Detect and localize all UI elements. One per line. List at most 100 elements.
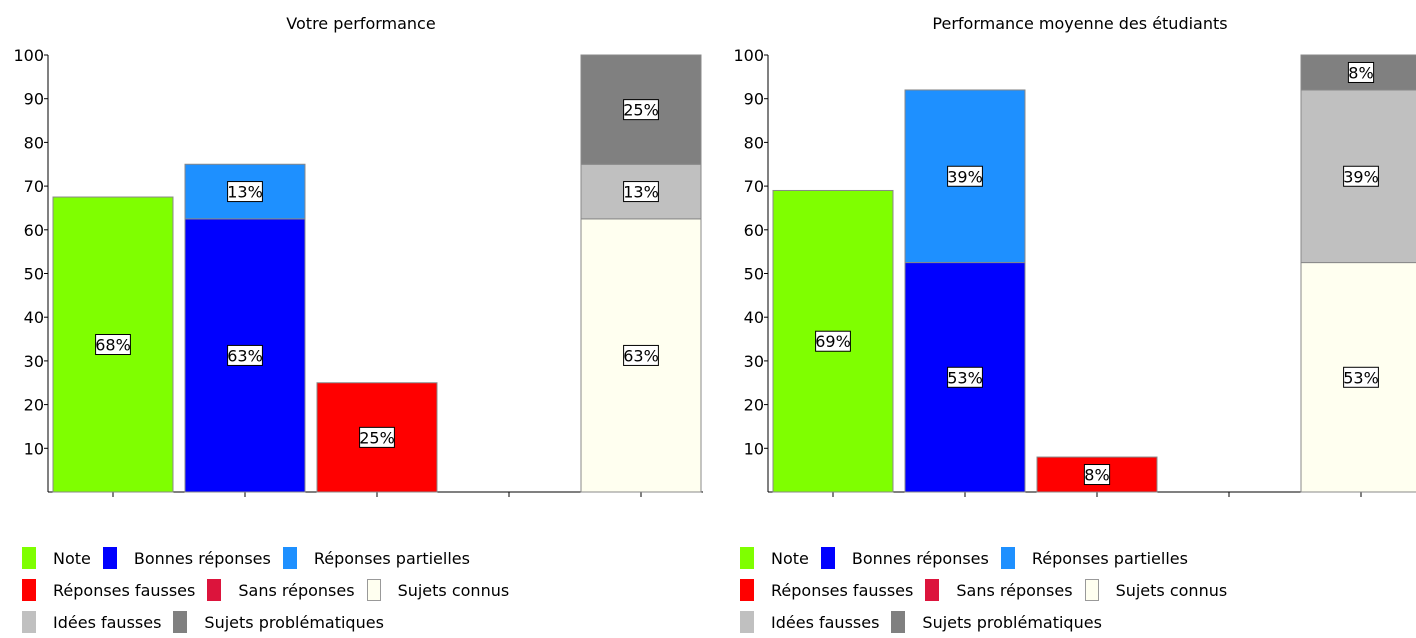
data-label: 13% [227, 183, 263, 202]
legend-swatch [22, 611, 36, 633]
data-label-box [95, 334, 131, 356]
y-tick-label: 60 [744, 221, 764, 240]
chart-legend: Note Bonnes réponses Réponses partielles Ré… [740, 542, 1239, 638]
data-label: 13% [623, 183, 659, 202]
legend-label: Sujets connus [1115, 580, 1228, 600]
data-label: 39% [1343, 167, 1379, 186]
legend-swatch [366, 579, 381, 601]
legend-item-reponses-partielles: Réponses partielles [282, 547, 470, 569]
legend-row: Idées fausses Sujets problématiques [22, 606, 521, 638]
y-tick-label: 70 [744, 177, 764, 196]
legend-label: Idées fausses [53, 612, 162, 632]
legend-swatch [282, 547, 297, 569]
data-label-box [947, 165, 983, 187]
data-label: 25% [623, 101, 659, 120]
legend-swatch [102, 547, 117, 569]
y-tick-label: 50 [744, 265, 764, 284]
legend-item-sujets-problematiques: Sujets problématiques [173, 611, 384, 633]
bar-reponses-partielles [184, 163, 306, 220]
data-label-box [1343, 165, 1379, 187]
legend-row: Réponses fausses Sans réponses Sujets conn… [740, 574, 1239, 606]
legend-item-reponses-partielles: Réponses partielles [1000, 547, 1188, 569]
legend-label: Sujets problématiques [922, 612, 1102, 632]
chart-title: Votre performance [286, 14, 436, 33]
legend-swatch [740, 547, 754, 569]
y-tick-label: 30 [744, 352, 764, 371]
y-tick-label: 90 [744, 90, 764, 109]
legend-row: Note Bonnes réponses Réponses partielles [22, 542, 521, 574]
data-label: 25% [359, 428, 395, 447]
data-label-box [623, 344, 659, 366]
y-tick-label: 20 [744, 396, 764, 415]
legend-item-idees-fausses: Idées fausses [740, 611, 879, 633]
legend-label: Réponses fausses [53, 580, 196, 600]
data-label-box [623, 99, 659, 121]
legend-row: Note Bonnes réponses Réponses partielles [740, 542, 1239, 574]
legend-swatch [740, 579, 754, 601]
legend-swatch [22, 579, 36, 601]
data-label-box [227, 344, 263, 366]
y-tick-label: 80 [744, 133, 764, 152]
legend-swatch [207, 579, 222, 601]
y-tick-label: 80 [24, 133, 44, 152]
y-tick-label: 100 [733, 46, 764, 65]
legend-item-reponses-fausses: Réponses fausses [22, 579, 195, 601]
legend-label: Idées fausses [771, 612, 880, 632]
legend-label: Sans réponses [238, 580, 355, 600]
y-tick-label: 20 [24, 396, 44, 415]
legend-item-note: Note [740, 547, 809, 569]
data-label: 53% [947, 368, 983, 387]
legend-item-bonnes-reponses: Bonnes réponses [102, 547, 271, 569]
data-label-box [815, 330, 851, 352]
legend-swatch [1084, 579, 1099, 601]
legend-label: Réponses fausses [771, 580, 914, 600]
legend-row: Réponses fausses Sans réponses Sujets conn… [22, 574, 521, 606]
legend-item-bonnes-reponses: Bonnes réponses [820, 547, 989, 569]
data-label-box [1347, 61, 1375, 83]
legend-label: Note [771, 548, 809, 568]
data-label: 68% [95, 336, 131, 355]
legend-item-note: Note [22, 547, 91, 569]
legend-item-idees-fausses: Idées fausses [22, 611, 161, 633]
data-label-box [359, 426, 395, 448]
legend-item-sujets-connus: Sujets connus [1084, 579, 1228, 601]
legend-item-sujets-problematiques: Sujets problématiques [891, 611, 1102, 633]
data-label-box [1083, 464, 1111, 486]
data-label: 8% [1348, 63, 1373, 82]
bar-chart: 10 20 30 40 50 60 70 80 90 100 69% 53% 39% 8% 53% 39% 8% [733, 46, 1416, 497]
y-tick-label: 100 [13, 46, 44, 65]
legend-item-sans-reponses: Sans réponses [207, 579, 355, 601]
legend-label: Sujets problématiques [204, 612, 384, 632]
legend-swatch [22, 547, 36, 569]
data-label-box [623, 181, 659, 203]
legend-label: Note [53, 548, 91, 568]
y-tick-label: 30 [24, 352, 44, 371]
chart-panel-average-performance: Performance moyenne des étudiants 10 20 30… [720, 0, 1416, 633]
chart-title: Performance moyenne des étudiants [932, 14, 1228, 33]
legend-swatch [1000, 547, 1015, 569]
data-label: 39% [947, 167, 983, 186]
y-tick-label: 10 [24, 439, 44, 458]
data-label: 63% [623, 346, 659, 365]
chart-legend: Note Bonnes réponses Réponses partielles Ré… [22, 542, 521, 638]
legend-row: Idées fausses Sujets problématiques [740, 606, 1239, 638]
data-label-box [1343, 366, 1379, 388]
y-tick-label: 60 [24, 221, 44, 240]
data-label: 8% [1084, 466, 1109, 485]
legend-label: Bonnes réponses [851, 548, 989, 568]
data-label: 69% [815, 332, 851, 351]
legend-swatch [740, 611, 754, 633]
y-tick-label: 40 [24, 308, 44, 327]
bar-chart: 10 20 30 40 50 60 70 80 90 100 68% 63% 13% 25% 63% 13% 2… [13, 46, 703, 497]
y-tick-label: 40 [744, 308, 764, 327]
legend-item-reponses-fausses: Réponses fausses [740, 579, 913, 601]
legend-label: Bonnes réponses [133, 548, 271, 568]
data-label-box [947, 366, 983, 388]
data-label: 53% [1343, 368, 1379, 387]
data-label: 63% [227, 346, 263, 365]
legend-label: Sujets connus [397, 580, 510, 600]
legend-item-sans-reponses: Sans réponses [925, 579, 1073, 601]
legend-label: Réponses partielles [1031, 548, 1188, 568]
legend-label: Sans réponses [956, 580, 1073, 600]
legend-swatch [925, 579, 940, 601]
